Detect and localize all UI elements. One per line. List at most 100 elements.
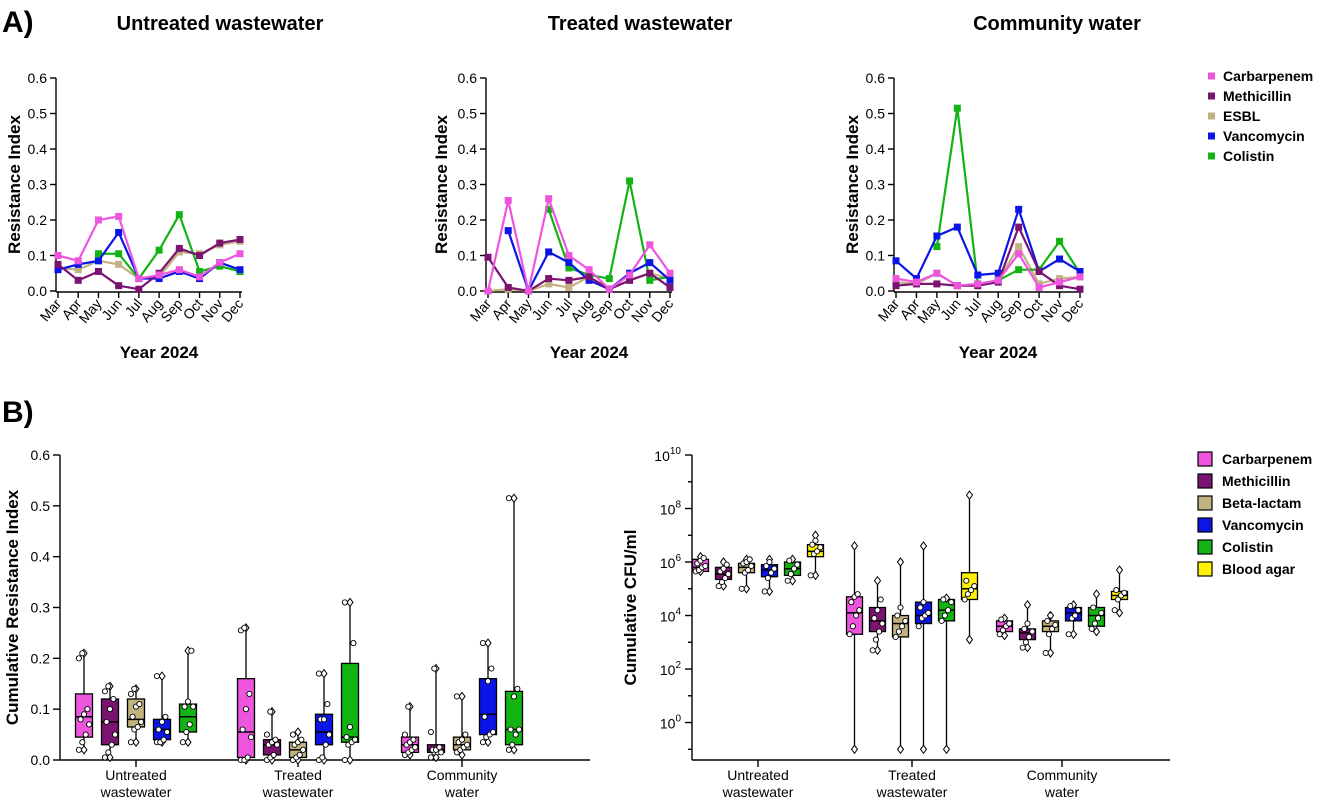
data-point xyxy=(315,670,322,677)
data-point-esbl xyxy=(545,280,553,288)
box-blood-agar xyxy=(806,530,825,581)
legend-swatch xyxy=(1197,539,1213,555)
y-tick-label: 0.1 xyxy=(866,248,886,264)
data-point-carbarpenem xyxy=(605,285,613,293)
data-point xyxy=(510,693,518,700)
box-colistin xyxy=(783,554,802,586)
data-point xyxy=(791,565,798,572)
y-tick-label: 0.0 xyxy=(866,283,886,299)
data-point-methicillin xyxy=(196,252,204,259)
data-point xyxy=(427,728,434,736)
whisker-cap xyxy=(346,755,354,765)
data-point-methicillin xyxy=(585,273,593,281)
data-point xyxy=(127,739,134,746)
data-point xyxy=(516,726,523,733)
y-tick-label: 0.2 xyxy=(31,650,51,666)
data-point xyxy=(179,739,186,746)
data-point xyxy=(961,596,968,603)
panel-label-a: A) xyxy=(2,6,34,39)
data-point-carbarpenem xyxy=(236,250,244,258)
data-point xyxy=(101,754,108,761)
data-point xyxy=(105,683,112,690)
data-point xyxy=(105,749,112,756)
data-point xyxy=(110,695,117,703)
legend-label: Vancomycin xyxy=(1222,517,1304,533)
box-chart-3: 0.00.10.20.30.40.50.6Untreatedwastewater… xyxy=(3,447,590,800)
data-point xyxy=(319,754,326,761)
data-point xyxy=(745,566,752,574)
data-point-carbarpenem xyxy=(974,280,982,288)
data-point-methicillin xyxy=(74,276,82,284)
data-point-vancomycin xyxy=(94,257,102,265)
whisker-cap xyxy=(1046,648,1055,658)
data-point xyxy=(320,716,328,723)
box-methicillin xyxy=(714,557,733,591)
data-point-methicillin xyxy=(484,253,492,261)
whisker-cap xyxy=(458,691,466,702)
data-point xyxy=(436,744,443,751)
data-point xyxy=(768,569,775,576)
box-carbarpenem xyxy=(400,701,420,760)
data-point-colistin xyxy=(94,250,102,258)
data-point xyxy=(153,673,160,680)
box-body xyxy=(1018,628,1037,641)
y-tick-label: 0.3 xyxy=(866,177,886,193)
data-point-methicillin xyxy=(933,280,941,288)
data-point-carbarpenem xyxy=(1056,278,1064,286)
data-point xyxy=(162,713,169,720)
x-tick-label: wastewater xyxy=(876,784,948,800)
series-line-vancomycin xyxy=(57,230,241,280)
data-point xyxy=(715,583,722,590)
data-point xyxy=(1024,620,1031,627)
data-point-esbl xyxy=(115,260,123,268)
data-point xyxy=(158,718,166,725)
line-chart-2: Community water0.00.10.20.30.40.50.6MarA… xyxy=(843,13,1313,362)
data-point xyxy=(764,575,771,582)
data-point xyxy=(129,713,136,720)
data-point-vancomycin xyxy=(74,260,82,268)
data-point-carbarpenem xyxy=(175,266,183,274)
data-point xyxy=(1098,609,1105,616)
series-line-carbarpenem xyxy=(486,194,671,292)
series-line-methicillin xyxy=(57,238,241,291)
data-point xyxy=(346,723,354,731)
data-point-methicillin xyxy=(646,269,654,277)
data-point-carbarpenem xyxy=(646,241,654,249)
y-axis-title: Resistance Index xyxy=(843,115,862,254)
data-point-colistin xyxy=(953,104,961,112)
y-tick-label: 0.3 xyxy=(458,177,478,193)
data-point xyxy=(763,562,770,570)
box-colistin xyxy=(1087,589,1106,637)
data-point xyxy=(996,631,1003,638)
x-tick-label: wastewater xyxy=(722,784,794,800)
whisker-cap xyxy=(811,570,820,581)
data-point xyxy=(490,728,497,736)
data-point-methicillin xyxy=(565,276,573,284)
data-point-methicillin xyxy=(666,283,674,291)
y-tick-label: 0.0 xyxy=(28,283,48,299)
y-tick-label: 0.1 xyxy=(458,248,478,264)
y-tick-label: 0.1 xyxy=(28,248,48,264)
box-blood-agar xyxy=(960,490,979,645)
x-tick-label: wastewater xyxy=(262,784,334,800)
box-beta-lactam xyxy=(891,557,910,755)
series-line-colistin xyxy=(935,108,1081,286)
data-point xyxy=(164,728,171,736)
data-point xyxy=(1045,631,1052,638)
x-tick-label: Community xyxy=(427,767,498,783)
data-point xyxy=(723,561,730,568)
data-point-esbl xyxy=(565,283,573,291)
chart-title: Untreated wastewater xyxy=(117,13,324,35)
data-point-methicillin xyxy=(1015,223,1023,231)
x-tick-label: Treated xyxy=(274,767,322,783)
box-methicillin xyxy=(426,663,446,763)
data-point xyxy=(112,731,119,738)
data-point xyxy=(1044,617,1051,624)
whisker-cap xyxy=(510,493,518,504)
whisker-cap xyxy=(873,645,882,656)
data-point-methicillin xyxy=(115,282,123,290)
box-vancomycin xyxy=(760,554,779,597)
legend-label: Carbarpenem xyxy=(1223,68,1313,84)
whisker-cap xyxy=(1115,608,1124,618)
